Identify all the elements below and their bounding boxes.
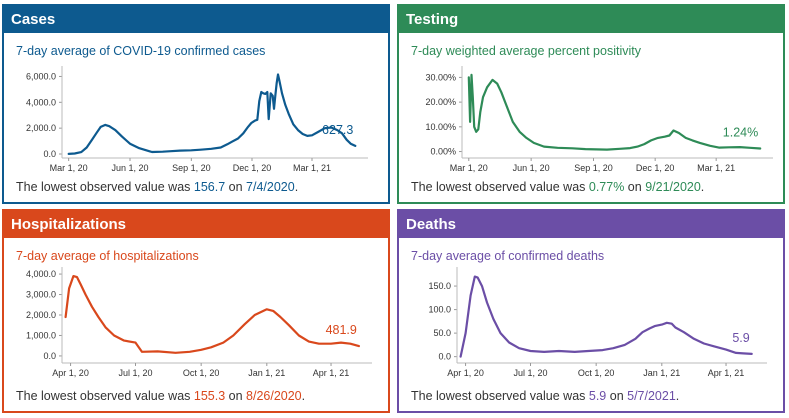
lowest-date: 9/21/2020 — [645, 180, 701, 194]
lowest-value: 155.3 — [193, 389, 226, 403]
testing-panel: Testing 7-day weighted average percent p… — [397, 4, 785, 204]
deaths-footer: The lowest observed value was 5.9 on 5/7… — [411, 389, 679, 403]
last-value-label: 627.3 — [322, 123, 353, 137]
y-tick-label: 4,000.0 — [26, 269, 56, 279]
lowest-value: 5.9 — [588, 389, 607, 403]
hospitalizations-panel: Hospitalizations 7-day average of hospit… — [2, 209, 390, 413]
footer-middle: on — [624, 180, 646, 194]
lowest-date: 7/4/2020 — [246, 180, 295, 194]
y-tick-label: 2,000.0 — [26, 310, 56, 320]
y-tick-label: 20.00% — [425, 97, 456, 107]
x-tick-label: Dec 1, 20 — [233, 163, 272, 173]
footer-prefix: The lowest observed value was — [411, 389, 589, 403]
x-tick-label: Oct 1, 20 — [183, 368, 220, 378]
x-tick-label: Mar 1, 21 — [293, 163, 331, 173]
y-tick-label: 10.00% — [425, 122, 456, 132]
lowest-value: 156.7 — [193, 180, 226, 194]
x-tick-label: Jan 1, 21 — [643, 368, 680, 378]
series-line — [64, 275, 360, 354]
footer-prefix: The lowest observed value was — [411, 180, 589, 194]
x-tick-label: Mar 1, 20 — [450, 163, 488, 173]
x-tick-label: Oct 1, 20 — [578, 368, 615, 378]
x-tick-label: Apr 1, 20 — [52, 368, 89, 378]
y-tick-label: 150.0 — [428, 281, 451, 291]
y-tick-label: 0.00% — [430, 147, 456, 157]
x-tick-label: Dec 1, 20 — [636, 163, 675, 173]
y-tick-label: 100.0 — [428, 305, 451, 315]
footer-prefix: The lowest observed value was — [16, 389, 194, 403]
hospitalizations-panel-title: Hospitalizations — [4, 211, 388, 238]
y-tick-label: 0.0 — [43, 351, 56, 361]
x-tick-label: Jul 1, 20 — [118, 368, 152, 378]
deaths-panel-title: Deaths — [399, 211, 783, 238]
y-tick-label: 30.00% — [425, 72, 456, 82]
series-line — [467, 73, 762, 151]
y-tick-label: 0.0 — [438, 352, 451, 362]
x-tick-label: Jun 1, 20 — [111, 163, 148, 173]
hospitalizations-subtitle: 7-day average of hospitalizations — [16, 249, 199, 263]
testing-footer: The lowest observed value was 0.77% on 9… — [411, 180, 704, 194]
testing-subtitle: 7-day weighted average percent positivit… — [411, 44, 641, 58]
deaths-chart: 0.0 50.0 100.0 150.0 Apr 1, 20 Jul 1, 20 Oct 1… — [428, 267, 767, 378]
deaths-subtitle: 7-day average of confirmed deaths — [411, 249, 605, 263]
lowest-value: 0.77% — [588, 180, 625, 194]
x-tick-label: Jan 1, 21 — [248, 368, 285, 378]
last-value-label: 5.9 — [732, 331, 749, 345]
lowest-date: 5/7/2021 — [627, 389, 676, 403]
footer-suffix: . — [675, 389, 680, 403]
footer-suffix: . — [301, 389, 306, 403]
x-tick-label: Mar 1, 21 — [697, 163, 735, 173]
footer-middle: on — [225, 180, 247, 194]
last-value-label: 481.9 — [326, 323, 357, 337]
y-tick-label: 1,000.0 — [26, 330, 56, 340]
cases-subtitle: 7-day average of COVID-19 confirmed case… — [16, 44, 266, 58]
y-tick-label: 50.0 — [433, 328, 451, 338]
cases-panel-title: Cases — [4, 6, 388, 33]
testing-chart: 0.00% 10.00% 20.00% 30.00% Mar 1, 20 Jun 1, 2… — [425, 66, 773, 173]
x-tick-label: Jun 1, 20 — [513, 163, 550, 173]
footer-middle: on — [606, 389, 628, 403]
y-tick-label: 0.0 — [43, 149, 56, 159]
hospitalizations-chart: 0.0 1,000.0 2,000.0 3,000.0 4,000.0 Apr 1, 20… — [26, 267, 372, 378]
footer-prefix: The lowest observed value was — [16, 180, 194, 194]
lowest-date: 8/26/2020 — [246, 389, 302, 403]
footer-suffix: . — [294, 180, 299, 194]
series-line — [67, 73, 357, 155]
x-tick-label: Jul 1, 20 — [513, 368, 547, 378]
last-value-label: 1.24% — [723, 125, 758, 139]
x-tick-label: Sep 1, 20 — [172, 163, 211, 173]
footer-suffix: . — [700, 180, 705, 194]
y-tick-label: 4,000.0 — [26, 97, 56, 107]
x-tick-label: Mar 1, 20 — [50, 163, 88, 173]
series-line — [459, 275, 753, 358]
testing-panel-title: Testing — [399, 6, 783, 33]
y-tick-label: 2,000.0 — [26, 123, 56, 133]
x-tick-label: Apr 1, 21 — [708, 368, 745, 378]
hospitalizations-footer: The lowest observed value was 155.3 on 8… — [16, 389, 305, 403]
cases-footer: The lowest observed value was 156.7 on 7… — [16, 180, 298, 194]
x-tick-label: Apr 1, 20 — [447, 368, 484, 378]
y-tick-label: 6,000.0 — [26, 71, 56, 81]
footer-middle: on — [225, 389, 247, 403]
x-tick-label: Sep 1, 20 — [574, 163, 613, 173]
y-tick-label: 3,000.0 — [26, 290, 56, 300]
x-tick-label: Apr 1, 21 — [313, 368, 350, 378]
cases-panel: Cases 7-day average of COVID-19 confirme… — [2, 4, 390, 204]
deaths-panel: Deaths 7-day average of confirmed deaths… — [397, 209, 785, 413]
cases-chart: 0.0 2,000.0 4,000.0 6,000.0 Mar 1, 20 Jun 1, … — [26, 66, 368, 173]
